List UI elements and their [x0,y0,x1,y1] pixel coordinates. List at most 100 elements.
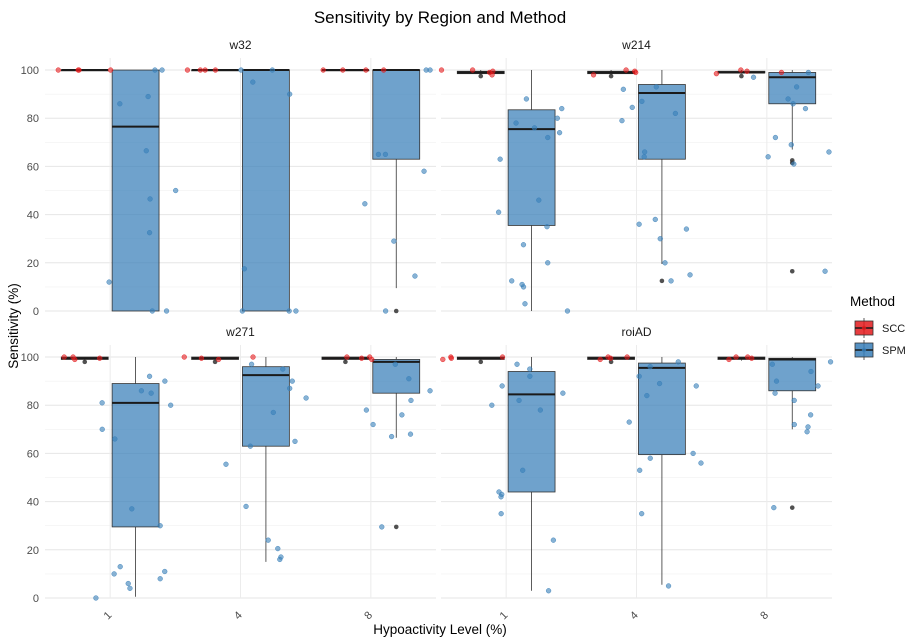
point-spm [657,236,663,242]
point-spm [516,397,522,404]
legend-title: Method [850,294,895,309]
point-spm [815,383,821,389]
point-spm [145,93,151,100]
point-spm [168,402,174,408]
point-spm [408,397,414,404]
legend-label-spm: SPM [882,345,906,357]
outlier-point [82,359,88,365]
y-tick-label: 100 [21,352,39,364]
box-spm-8 [372,357,421,530]
point-spm [117,101,123,107]
point-spm [146,373,153,379]
point-spm [626,419,632,425]
point-spm [523,96,530,102]
point-spm [665,583,672,589]
box-spm-8 [768,357,817,510]
point-spm [277,556,283,563]
point-spm [292,438,298,445]
point-spm [248,361,255,367]
box-spm-4 [242,69,290,312]
point-scc [184,67,191,73]
point-spm [791,421,797,428]
outlier-point [659,278,665,284]
point-scc [440,356,446,363]
box-body [507,371,556,493]
box-scc-1 [60,69,109,72]
point-spm [769,361,775,367]
point-spm [531,125,538,131]
point-spm [537,407,544,413]
point-scc [438,67,445,73]
point-spm [421,168,427,174]
point-spm [520,467,526,473]
y-tick-label: 80 [27,113,39,125]
point-spm [520,242,527,248]
box-body [111,69,160,312]
strip-label: w214 [621,38,651,52]
point-spm [289,378,295,384]
point-spm [499,383,505,389]
point-scc [380,67,387,73]
point-spm [157,576,163,582]
point-spm [173,187,179,194]
y-tick-label: 0 [33,306,39,318]
point-spm [693,383,699,389]
point-spm [382,151,389,158]
box-spm-1 [507,70,556,311]
outlier-point [393,524,399,530]
point-spm [265,537,271,543]
point-scc [605,354,611,360]
y-tick-label: 40 [27,210,39,222]
point-scc [61,354,67,360]
y-tick-label: 0 [33,593,39,605]
y-tick-label: 20 [27,258,39,270]
point-spm [556,130,563,136]
point-scc [76,67,82,73]
strip-label: w271 [225,325,255,339]
point-spm [163,308,170,314]
point-spm [652,216,658,223]
y-tick-label: 40 [27,497,39,509]
point-spm [514,361,520,367]
point-spm [412,273,418,279]
box-body [507,109,556,226]
point-spm [280,366,286,372]
point-spm [247,443,253,449]
panel-w271: w271 0 20 40 60 80 100 1 4 8 [21,325,436,622]
y-tick-label: 80 [27,400,39,412]
box-spm-8 [768,70,817,274]
point-spm [641,149,648,155]
box-spm-4 [638,357,686,585]
point-scc [367,354,373,360]
point-spm [379,524,385,530]
point-scc [499,354,506,360]
point-scc [624,354,630,360]
point-spm [550,537,557,543]
point-spm [690,450,696,457]
point-spm [554,115,561,121]
y-axis-label: Sensitivity (%) [6,283,21,369]
point-spm [827,359,834,365]
legend-key-spm: SPM [854,340,906,360]
point-spm [804,429,810,435]
box-scc-8 [717,356,766,361]
box-body [372,69,421,160]
outlier-point [478,73,484,79]
x-tick-label: 8 [362,609,375,622]
point-spm [687,272,693,278]
point-scc [212,67,219,73]
point-scc [344,354,350,360]
point-spm [303,395,309,401]
point-spm [392,361,398,367]
x-tick-label: 8 [758,609,771,622]
legend: Method SCC SPM [850,294,906,360]
box-spm-1 [111,69,160,312]
point-spm [293,308,299,314]
point-spm [363,407,370,413]
outlier-point [789,505,795,510]
point-spm [99,426,105,432]
point-spm [93,595,99,601]
point-scc [448,354,454,360]
panel-w214: w214 [438,38,832,314]
